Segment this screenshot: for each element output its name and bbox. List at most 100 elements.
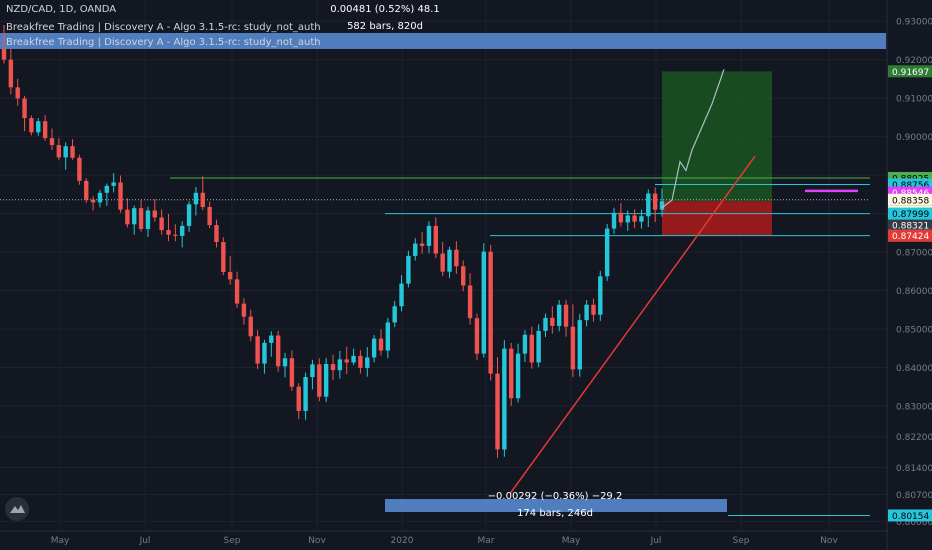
y-tick-label: 0.80700 — [896, 491, 932, 501]
y-tick-label: 0.87000 — [896, 249, 932, 259]
candle-body — [70, 146, 75, 158]
candle-body — [591, 304, 596, 315]
x-tick-label: Mar — [478, 536, 495, 546]
candle-body — [611, 212, 617, 229]
x-tick-label: Nov — [820, 536, 838, 546]
candle-body — [406, 255, 411, 284]
measure-bottom-box — [385, 499, 727, 512]
price-tag-label: 0.88756 — [892, 181, 929, 191]
candle-body — [289, 358, 295, 387]
candle-body — [255, 336, 260, 364]
x-tick-label: Nov — [308, 536, 326, 546]
y-tick-label: 0.86000 — [896, 287, 932, 297]
candle-body — [227, 272, 233, 280]
candle-body — [173, 234, 178, 236]
candle-body — [461, 266, 466, 286]
candle-body — [488, 251, 493, 374]
candle-body — [207, 207, 212, 226]
y-tick-label: 0.83000 — [896, 402, 932, 412]
candle-body — [56, 145, 62, 158]
trendline — [509, 155, 756, 495]
price-tag-label: 0.91697 — [892, 68, 929, 78]
candle-body — [467, 285, 473, 319]
candle-body — [275, 335, 281, 367]
y-tick-label: 0.92000 — [896, 56, 932, 66]
candle-body — [1, 48, 7, 60]
candle-body — [159, 217, 164, 231]
candle-body — [97, 192, 103, 203]
candle-body — [15, 87, 20, 99]
candle-body — [118, 182, 123, 210]
candle-body — [413, 243, 418, 256]
price-tag-label: 0.88358 — [892, 196, 929, 206]
price-axis — [887, 0, 932, 550]
candle-body — [646, 193, 651, 217]
y-tick-label: 0.82200 — [896, 433, 932, 443]
candle-body — [241, 303, 247, 317]
candle-body — [577, 320, 582, 370]
candle-body — [111, 182, 116, 186]
candle-body — [29, 118, 34, 133]
candle-body — [433, 225, 439, 254]
candle-body — [598, 276, 603, 315]
candle-body — [337, 359, 343, 371]
y-tick-label: 0.81400 — [896, 464, 932, 474]
candle-body — [365, 357, 370, 368]
study-legend-2[interactable]: Breakfree Trading | Discovery A - Algo 3… — [6, 37, 321, 48]
y-tick-label: 0.80000 — [896, 518, 932, 528]
candle-body — [221, 242, 226, 273]
candle-body — [104, 185, 110, 193]
candle-body — [193, 192, 199, 205]
candle-body — [344, 359, 349, 363]
candle-body — [310, 364, 315, 378]
candle-body — [36, 121, 41, 133]
price-tag — [888, 207, 932, 220]
candle-body — [392, 306, 397, 323]
y-tick-label: 0.90000 — [896, 133, 932, 143]
candle-body — [659, 201, 665, 210]
symbol-title: NZD/CAD, 1D, OANDA — [6, 4, 117, 15]
study-legend-1[interactable]: Breakfree Trading | Discovery A - Algo 3… — [6, 22, 321, 33]
y-tick-label: 0.85000 — [896, 325, 932, 335]
candle-body — [145, 210, 151, 229]
candle-body — [474, 318, 480, 354]
measure-top-box — [0, 33, 886, 49]
candle-body — [303, 377, 308, 411]
y-tick-label: 0.84000 — [896, 364, 932, 374]
price-tag-label: 0.80154 — [892, 512, 929, 522]
candle-body — [63, 146, 68, 158]
measure-top-bars: 582 bars, 820d — [347, 21, 423, 32]
price-tag — [888, 193, 932, 206]
candle-body — [584, 304, 589, 321]
candle-body — [399, 283, 404, 307]
candle-body — [604, 228, 610, 277]
candle-body — [371, 338, 377, 358]
candle-body — [495, 373, 500, 450]
candle-body — [522, 334, 528, 354]
tradingview-logo-icon[interactable] — [5, 497, 29, 521]
x-tick-label: 2020 — [391, 536, 414, 546]
candle-body — [570, 326, 576, 370]
candle-body — [536, 330, 541, 363]
price-tag — [888, 219, 932, 232]
candle-body — [378, 338, 384, 351]
candle-body — [550, 317, 555, 326]
candle-body — [454, 249, 459, 267]
x-tick-label: May — [562, 536, 581, 546]
candle-body — [543, 317, 548, 331]
candle-body — [556, 304, 562, 326]
price-tag-label: 0.87424 — [892, 232, 929, 242]
price-tag — [888, 229, 932, 242]
candle-body — [269, 335, 274, 343]
candle-body — [282, 358, 288, 367]
projection-path — [661, 69, 725, 209]
candle-body — [138, 208, 144, 229]
candle-body — [180, 225, 185, 236]
candle-body — [625, 215, 630, 223]
candle-body — [234, 279, 240, 304]
x-tick-label: May — [51, 536, 70, 546]
candle-body — [440, 253, 445, 272]
candle-body — [447, 249, 452, 272]
candle-body — [563, 304, 569, 327]
